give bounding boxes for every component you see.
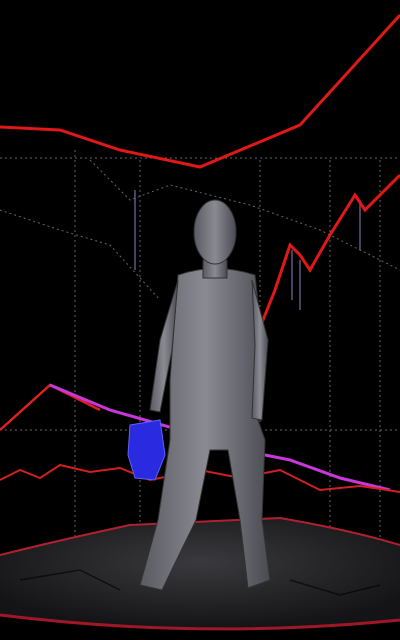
figure-arm	[149, 279, 179, 413]
figure	[139, 199, 271, 591]
platform-edge	[0, 516, 400, 556]
figure-head	[193, 199, 237, 265]
platform	[0, 518, 400, 629]
platform-edge	[0, 613, 400, 631]
dotted-line	[0, 209, 161, 301]
red-line-right	[253, 173, 400, 341]
blue-glove	[127, 419, 166, 481]
red-line-top	[0, 13, 400, 169]
cracks	[19, 569, 381, 596]
crack	[289, 579, 381, 596]
crack	[19, 569, 121, 591]
dotted-line	[89, 159, 400, 271]
figure-arm	[251, 279, 269, 421]
candles	[134, 190, 361, 310]
